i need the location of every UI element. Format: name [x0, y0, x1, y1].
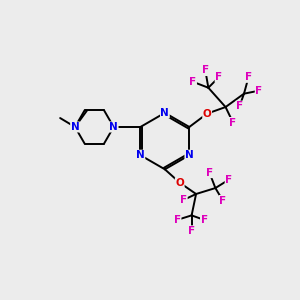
Text: N: N [160, 108, 169, 118]
Text: N: N [70, 122, 80, 132]
Text: O: O [203, 109, 212, 118]
Text: O: O [175, 178, 184, 188]
Text: F: F [245, 72, 252, 82]
Text: N: N [185, 150, 194, 160]
Text: F: F [206, 168, 213, 178]
Text: F: F [180, 195, 187, 205]
Text: N: N [136, 150, 145, 160]
Text: F: F [215, 72, 222, 82]
Text: F: F [202, 65, 209, 76]
Text: F: F [225, 175, 232, 185]
Text: F: F [236, 101, 243, 111]
Text: F: F [200, 215, 208, 225]
Text: F: F [174, 215, 181, 225]
Text: F: F [188, 226, 195, 236]
Text: N: N [109, 122, 118, 132]
Text: F: F [255, 86, 262, 96]
Text: F: F [189, 77, 197, 87]
Text: F: F [230, 118, 237, 128]
Text: F: F [219, 196, 226, 206]
